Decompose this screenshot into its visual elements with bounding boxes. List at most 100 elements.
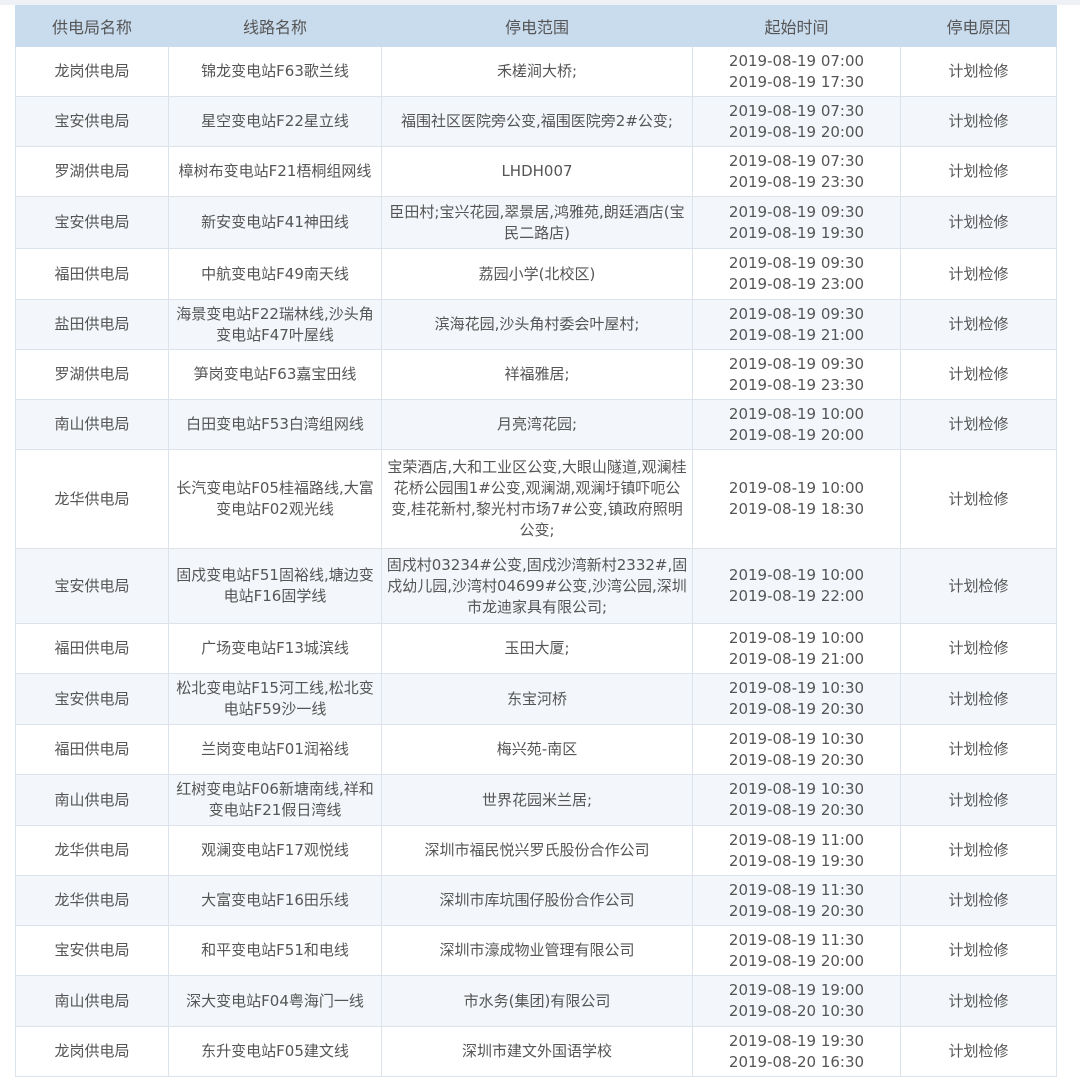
cell-line: 东升变电站F05建文线 bbox=[168, 1026, 382, 1077]
cell-time: 2019-08-19 19:00 2019-08-20 10:30 bbox=[692, 975, 901, 1027]
time-start: 2019-08-19 10:00 bbox=[728, 628, 865, 647]
time-end: 2019-08-19 21:00 bbox=[728, 325, 865, 344]
cell-reason: 计划检修 bbox=[900, 724, 1057, 775]
time-start: 2019-08-19 09:30 bbox=[728, 354, 865, 373]
table-row: 宝安供电局 新安变电站F41神田线 臣田村;宝兴花园,翠景居,鸿雅苑,朗廷酒店(宝民… bbox=[15, 196, 1057, 249]
cell-time: 2019-08-19 10:00 2019-08-19 18:30 bbox=[692, 449, 901, 549]
time-end: 2019-08-19 20:00 bbox=[728, 951, 865, 970]
cell-bureau: 宝安供电局 bbox=[15, 673, 169, 725]
cell-bureau: 宝安供电局 bbox=[15, 925, 169, 976]
cell-time: 2019-08-19 10:30 2019-08-19 20:30 bbox=[692, 724, 901, 775]
cell-bureau: 福田供电局 bbox=[15, 248, 169, 300]
cell-bureau: 宝安供电局 bbox=[15, 96, 169, 147]
cell-reason: 计划检修 bbox=[900, 196, 1057, 249]
cell-line: 固戍变电站F51固裕线,塘边变电站F16固学线 bbox=[168, 548, 382, 624]
time-end: 2019-08-19 20:30 bbox=[728, 750, 865, 769]
table-row: 南山供电局 红树变电站F06新塘南线,祥和变电站F21假日湾线 世界花园米兰居; 20… bbox=[15, 774, 1057, 826]
cell-bureau: 南山供电局 bbox=[15, 774, 169, 826]
cell-line: 樟树布变电站F21梧桐组网线 bbox=[168, 146, 382, 197]
table-row: 罗湖供电局 笋岗变电站F63嘉宝田线 祥福雅居; 2019-08-19 09:30 20… bbox=[15, 349, 1057, 400]
time-end: 2019-08-19 23:30 bbox=[728, 375, 865, 394]
cell-bureau: 罗湖供电局 bbox=[15, 146, 169, 197]
cell-line: 兰岗变电站F01润裕线 bbox=[168, 724, 382, 775]
cell-time: 2019-08-19 07:00 2019-08-19 17:30 bbox=[692, 46, 901, 97]
cell-reason: 计划检修 bbox=[900, 673, 1057, 725]
table-row: 龙华供电局 长汽变电站F05桂福路线,大富变电站F02观光线 宝荣酒店,大和工业区公… bbox=[15, 449, 1057, 549]
cell-reason: 计划检修 bbox=[900, 399, 1057, 450]
cell-scope: 月亮湾花园; bbox=[381, 399, 693, 450]
time-end: 2019-08-19 20:00 bbox=[728, 122, 865, 141]
time-end: 2019-08-20 10:30 bbox=[728, 1002, 865, 1020]
cell-line: 和平变电站F51和电线 bbox=[168, 925, 382, 976]
cell-time: 2019-08-19 11:00 2019-08-19 19:30 bbox=[692, 825, 901, 876]
time-start: 2019-08-19 10:30 bbox=[728, 729, 865, 748]
header-bureau: 供电局名称 bbox=[15, 5, 169, 47]
cell-line: 笋岗变电站F63嘉宝田线 bbox=[168, 349, 382, 400]
cell-bureau: 盐田供电局 bbox=[15, 299, 169, 350]
cell-scope: 深圳市建文外国语学校 bbox=[381, 1026, 693, 1077]
cell-bureau: 福田供电局 bbox=[15, 724, 169, 775]
table-row: 龙岗供电局 东升变电站F05建文线 深圳市建文外国语学校 2019-08-19 19:… bbox=[15, 1026, 1057, 1077]
cell-scope: 市水务(集团)有限公司 bbox=[381, 975, 693, 1027]
cell-reason: 计划检修 bbox=[900, 925, 1057, 976]
cell-time: 2019-08-19 10:30 2019-08-19 20:30 bbox=[692, 673, 901, 725]
outage-table: 供电局名称 线路名称 停电范围 起始时间 停电原因 龙岗供电局 锦龙变电站F63歌… bbox=[15, 5, 1057, 1077]
table-row: 盐田供电局 海景变电站F22瑞林线,沙头角变电站F47叶屋线 滨海花园,沙头角村委会… bbox=[15, 299, 1057, 350]
cell-time: 2019-08-19 10:00 2019-08-19 20:00 bbox=[692, 399, 901, 450]
cell-time: 2019-08-19 09:30 2019-08-19 23:00 bbox=[692, 248, 901, 300]
table-row: 龙华供电局 大富变电站F16田乐线 深圳市库坑围仔股份合作公司 2019-08-19 … bbox=[15, 875, 1057, 926]
time-start: 2019-08-19 11:30 bbox=[728, 880, 865, 899]
time-end: 2019-08-19 19:30 bbox=[728, 223, 865, 242]
cell-reason: 计划检修 bbox=[900, 1026, 1057, 1077]
cell-line: 白田变电站F53白湾组网线 bbox=[168, 399, 382, 450]
time-end: 2019-08-19 20:30 bbox=[728, 801, 865, 819]
cell-line: 海景变电站F22瑞林线,沙头角变电站F47叶屋线 bbox=[168, 299, 382, 350]
table-row: 福田供电局 中航变电站F49南天线 荔园小学(北校区) 2019-08-19 09:3… bbox=[15, 248, 1057, 300]
cell-line: 新安变电站F41神田线 bbox=[168, 196, 382, 249]
cell-line: 深大变电站F04粤海门一线 bbox=[168, 975, 382, 1027]
time-end: 2019-08-19 23:30 bbox=[728, 172, 865, 191]
cell-scope: 深圳市濠成物业管理有限公司 bbox=[381, 925, 693, 976]
cell-bureau: 宝安供电局 bbox=[15, 548, 169, 624]
cell-line: 中航变电站F49南天线 bbox=[168, 248, 382, 300]
cell-scope: 宝荣酒店,大和工业区公变,大眼山隧道,观澜桂花桥公园围1#公变,观澜湖,观澜圩镇… bbox=[381, 449, 693, 549]
cell-reason: 计划检修 bbox=[900, 248, 1057, 300]
cell-time: 2019-08-19 07:30 2019-08-19 20:00 bbox=[692, 96, 901, 147]
cell-time: 2019-08-19 09:30 2019-08-19 23:30 bbox=[692, 349, 901, 400]
cell-reason: 计划检修 bbox=[900, 825, 1057, 876]
cell-line: 长汽变电站F05桂福路线,大富变电站F02观光线 bbox=[168, 449, 382, 549]
cell-reason: 计划检修 bbox=[900, 146, 1057, 197]
header-start-time: 起始时间 bbox=[692, 5, 901, 47]
time-start: 2019-08-19 09:30 bbox=[728, 202, 865, 221]
cell-scope: 荔园小学(北校区) bbox=[381, 248, 693, 300]
cell-reason: 计划检修 bbox=[900, 774, 1057, 826]
cell-time: 2019-08-19 10:30 2019-08-19 20:30 bbox=[692, 774, 901, 826]
cell-bureau: 南山供电局 bbox=[15, 975, 169, 1027]
time-start: 2019-08-19 19:30 bbox=[728, 1031, 865, 1050]
cell-bureau: 龙岗供电局 bbox=[15, 46, 169, 97]
cell-reason: 计划检修 bbox=[900, 548, 1057, 624]
cell-bureau: 龙华供电局 bbox=[15, 875, 169, 926]
cell-line: 大富变电站F16田乐线 bbox=[168, 875, 382, 926]
cell-scope: LHDH007 bbox=[381, 146, 693, 197]
time-start: 2019-08-19 10:00 bbox=[728, 479, 865, 497]
cell-time: 2019-08-19 11:30 2019-08-19 20:00 bbox=[692, 925, 901, 976]
cell-bureau: 龙岗供电局 bbox=[15, 1026, 169, 1077]
time-start: 2019-08-19 07:00 bbox=[728, 51, 865, 70]
time-end: 2019-08-19 20:30 bbox=[728, 901, 865, 920]
cell-scope: 固戍村03234#公变,固戍沙湾新村2332#,固戍幼儿园,沙湾村04699#公… bbox=[381, 548, 693, 624]
time-end: 2019-08-19 18:30 bbox=[728, 500, 865, 518]
time-start: 2019-08-19 19:00 bbox=[728, 981, 865, 999]
table-row: 南山供电局 深大变电站F04粤海门一线 市水务(集团)有限公司 2019-08-19 … bbox=[15, 975, 1057, 1027]
cell-scope: 深圳市福民悦兴罗氏股份合作公司 bbox=[381, 825, 693, 876]
cell-time: 2019-08-19 07:30 2019-08-19 23:30 bbox=[692, 146, 901, 197]
time-end: 2019-08-19 17:30 bbox=[728, 72, 865, 91]
cell-bureau: 龙华供电局 bbox=[15, 825, 169, 876]
cell-scope: 梅兴苑-南区 bbox=[381, 724, 693, 775]
cell-scope: 世界花园米兰居; bbox=[381, 774, 693, 826]
time-end: 2019-08-19 20:30 bbox=[728, 700, 865, 718]
time-start: 2019-08-19 07:30 bbox=[728, 101, 865, 120]
cell-scope: 祥福雅居; bbox=[381, 349, 693, 400]
cell-scope: 福围社区医院旁公变,福围医院旁2#公变; bbox=[381, 96, 693, 147]
time-start: 2019-08-19 10:30 bbox=[728, 679, 865, 697]
